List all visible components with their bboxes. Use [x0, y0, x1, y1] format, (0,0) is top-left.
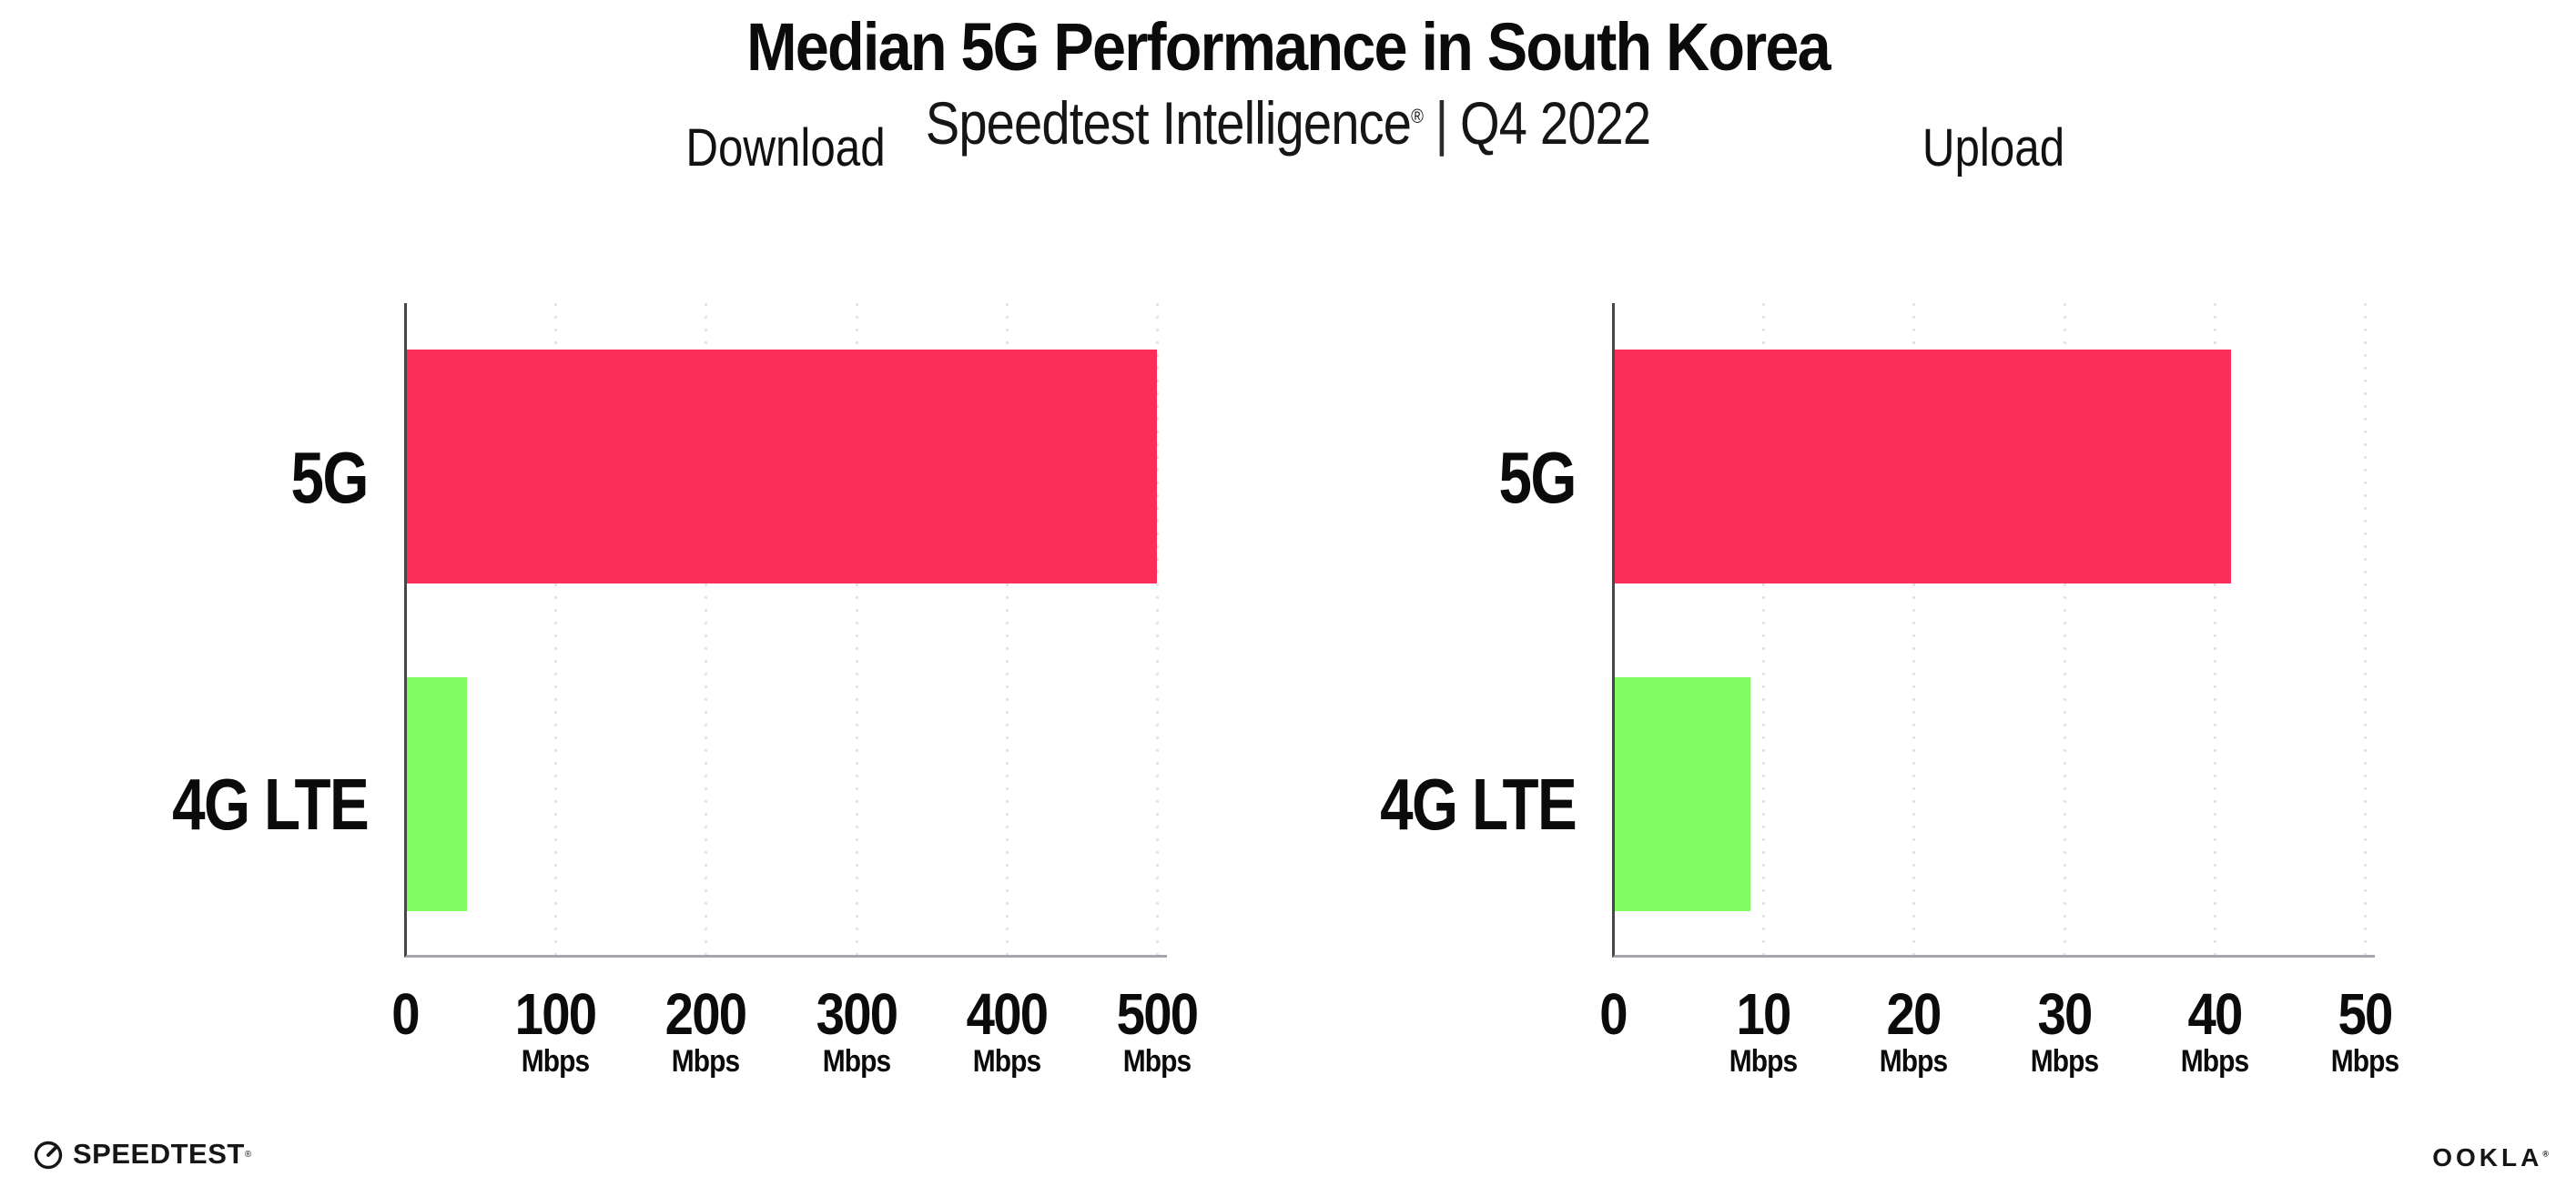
gridline-200 [705, 303, 708, 955]
tick-label-500: 500 Mbps [1111, 985, 1203, 1077]
tick-label-200: 200 Mbps [660, 985, 752, 1077]
tick-unit-mbps: Mbps [822, 1044, 890, 1079]
tick-value: 30 [2037, 981, 2093, 1047]
tick-value: 500 [1116, 981, 1199, 1047]
tick-value: 300 [816, 981, 898, 1047]
subtitle-period: Q4 2022 [1459, 89, 1651, 157]
tick-unit-mbps: Mbps [2330, 1044, 2399, 1079]
gridline-20 [1912, 303, 1916, 955]
tick-label-30: 30 Mbps [2025, 985, 2103, 1077]
tick-value: 0 [1599, 981, 1628, 1047]
ookla-registered-mark: ® [2542, 1149, 2549, 1159]
tick-unit-mbps: Mbps [1880, 1044, 1948, 1079]
tick-unit-mbps: Mbps [2180, 1044, 2249, 1079]
tick-value: 20 [1886, 981, 1942, 1047]
category-row-5g: 5G [1275, 303, 1577, 631]
tick-value: 200 [665, 981, 747, 1047]
gridline-300 [855, 303, 858, 955]
tick-label-10: 10 Mbps [1725, 985, 1802, 1077]
page-title: Median 5G Performance in South Korea [746, 9, 1831, 85]
tick-value: 0 [391, 981, 420, 1047]
category-label-4g-lte: 4G LTE [172, 764, 370, 846]
tick-label-0: 0 [390, 985, 421, 1043]
tick-unit-mbps: Mbps [1729, 1044, 1798, 1079]
tick-label-100: 100 Mbps [510, 985, 602, 1077]
tick-unit-mbps: Mbps [521, 1044, 590, 1079]
category-row-4g-lte: 4G LTE [1275, 631, 1577, 959]
download-chart-title: Download [685, 118, 886, 178]
gridline-40 [2213, 303, 2216, 955]
download-plot-area [404, 303, 1167, 958]
speedtest-registered-mark: ® [244, 1149, 252, 1160]
subtitle-brand: Speedtest Intelligence [925, 89, 1412, 157]
download-x-axis-labels: 0 100 Mbps 200 Mbps 300 Mbps 400 Mbps 500 Mbps [391, 985, 1223, 1099]
ookla-logo: OOKLA® [2432, 1143, 2549, 1172]
tick-unit-mbps: Mbps [2030, 1044, 2098, 1079]
bar-4g-lte [407, 676, 468, 911]
gridline-500 [1156, 303, 1159, 955]
registered-trademark-mark: ® [1411, 105, 1424, 127]
category-row-5g: 5G [67, 303, 370, 631]
tick-label-400: 400 Mbps [960, 985, 1052, 1077]
download-chart: Download 5G 4G LTE 0 100 Mbps 200 Mbps 300 Mbps… [67, 118, 1199, 1101]
category-row-4g-lte: 4G LTE [67, 631, 370, 959]
speedtest-wordmark: SPEEDTEST [73, 1138, 245, 1170]
gridline-10 [1762, 303, 1766, 955]
tick-label-50: 50 Mbps [2327, 985, 2404, 1077]
bar-5g [407, 350, 1158, 584]
download-category-labels: 5G 4G LTE [67, 303, 370, 959]
page-subtitle: Speedtest Intelligence® | Q4 2022 [193, 89, 2383, 157]
upload-plot-area [1612, 303, 2375, 958]
category-label-5g: 5G [290, 436, 370, 518]
subtitle-divider: | [1435, 89, 1449, 157]
tick-value: 50 [2338, 981, 2393, 1047]
ookla-wordmark: OOKLA [2432, 1143, 2543, 1172]
gridline-100 [554, 303, 558, 955]
upload-category-labels: 5G 4G LTE [1275, 303, 1577, 959]
tick-unit-mbps: Mbps [1122, 1044, 1192, 1079]
upload-x-axis-labels: 0 10 Mbps 20 Mbps 30 Mbps 40 Mbps 50 Mbps [1599, 985, 2431, 1099]
upload-chart: Upload 5G 4G LTE 0 10 Mbps 20 Mbps 30 Mbps 40 Mbp… [1275, 118, 2399, 1101]
tick-unit-mbps: Mbps [672, 1044, 740, 1079]
tick-value: 400 [966, 981, 1048, 1047]
tick-value: 10 [1736, 981, 1792, 1047]
header: Median 5G Performance in South Korea Spe… [0, 11, 2576, 157]
tick-unit-mbps: Mbps [972, 1044, 1041, 1079]
bar-5g [1615, 350, 2232, 584]
tick-value: 100 [514, 981, 597, 1047]
tick-label-40: 40 Mbps [2175, 985, 2253, 1077]
tick-value: 40 [2187, 981, 2243, 1047]
gridline-30 [2063, 303, 2066, 955]
speedtest-logo: SPEEDTEST ® [32, 1138, 251, 1171]
tick-label-20: 20 Mbps [1875, 985, 1952, 1077]
tick-label-300: 300 Mbps [810, 985, 902, 1077]
bar-4g-lte [1615, 676, 1750, 911]
gridline-50 [2364, 303, 2367, 955]
category-label-4g-lte: 4G LTE [1380, 764, 1577, 846]
tick-label-0: 0 [1597, 985, 1628, 1043]
gridline-400 [1005, 303, 1009, 955]
speedtest-gauge-icon [34, 1141, 63, 1170]
upload-chart-title: Upload [1922, 118, 2065, 178]
category-label-5g: 5G [1498, 436, 1577, 518]
